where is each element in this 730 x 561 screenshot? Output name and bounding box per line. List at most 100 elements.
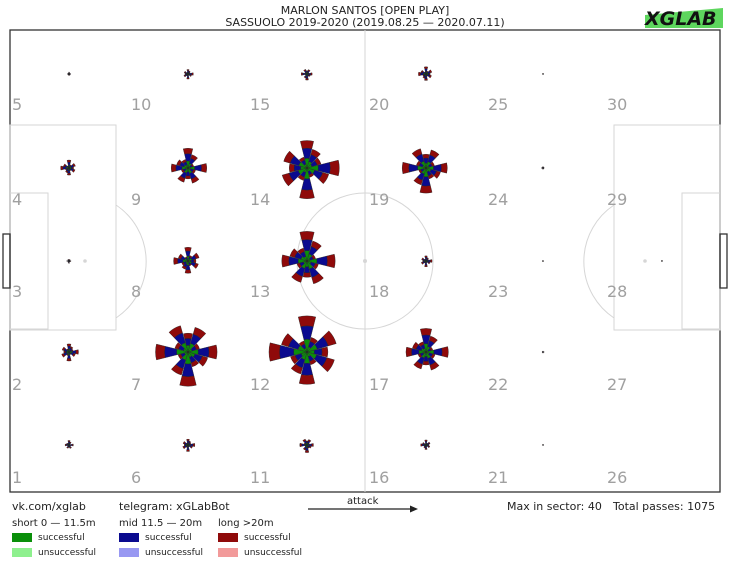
short-pass-wedge <box>187 167 191 171</box>
long-pass-wedge <box>268 342 281 362</box>
sector-number-9: 9 <box>131 190 141 209</box>
pass-rose-sector-17 <box>405 328 449 371</box>
mid-pass-wedge <box>424 262 428 266</box>
pass-rose-sector-2 <box>61 343 79 362</box>
legend-mid-title: mid 11.5 — 20m <box>119 518 203 529</box>
sector-number-1: 1 <box>12 468 22 487</box>
pass-rose-sector-9 <box>171 148 207 184</box>
long-pass-wedge <box>171 163 177 173</box>
legend-mid-unsuccessful-label: unsuccessful <box>145 548 203 558</box>
total-passes: Total passes: 1075 <box>613 500 716 513</box>
pass-rose-sector-4 <box>60 159 76 176</box>
short-pass-wedge <box>425 73 429 76</box>
long-pass-wedge <box>420 328 432 336</box>
short-pass-wedge <box>187 73 190 76</box>
sector-number-23: 23 <box>488 282 508 301</box>
short-pass-wedge <box>425 167 432 172</box>
sector-number-20: 20 <box>369 95 389 114</box>
long-pass-wedge <box>155 343 166 361</box>
sector-numbers: 1234567891011121314151617181920212223242… <box>12 95 627 487</box>
sector-number-17: 17 <box>369 375 389 394</box>
long-pass-wedge <box>183 332 193 340</box>
right-penalty-spot <box>643 259 647 263</box>
sector-number-18: 18 <box>369 282 389 301</box>
sector-number-8: 8 <box>131 282 141 301</box>
pass-rose-sector-10 <box>183 69 194 80</box>
pass-rose-sector-11 <box>299 438 314 453</box>
sector-number-12: 12 <box>250 375 270 394</box>
long-pass-wedge <box>321 346 329 358</box>
pass-rose-sector-20 <box>418 66 433 81</box>
chart-title: MARLON SANTOS [OPEN PLAY] <box>280 4 450 17</box>
pass-rose-sector-22 <box>541 350 545 354</box>
long-pass-wedge <box>405 346 413 358</box>
logo-green-stripe <box>645 8 723 28</box>
long-pass-wedge <box>298 374 316 385</box>
right-six-yard-box <box>681 192 721 330</box>
sector-number-11: 11 <box>250 468 270 487</box>
pass-rose-sector-28 <box>661 260 663 262</box>
sector-number-25: 25 <box>488 95 508 114</box>
mid-pass-wedge <box>302 72 306 76</box>
pass-rose-sector-21 <box>542 444 544 446</box>
long-pass-wedge <box>441 346 449 358</box>
left-goal <box>2 233 11 289</box>
legend-short-unsuccessful-label: unsuccessful <box>38 548 96 558</box>
long-pass-wedge <box>182 148 194 155</box>
sector-number-30: 30 <box>607 95 627 114</box>
logo-text: XGLAB <box>644 8 717 30</box>
long-pass-wedge <box>440 162 448 174</box>
legend-mid-successful-swatch <box>119 533 139 542</box>
sector-number-4: 4 <box>12 190 22 209</box>
long-pass-wedge <box>66 358 72 362</box>
pass-rose-sector-8 <box>173 247 200 274</box>
pass-rose-sector-16 <box>420 439 431 450</box>
right-goal <box>719 233 728 289</box>
legend-long-unsuccessful-swatch <box>218 548 238 557</box>
long-pass-wedge <box>326 253 336 269</box>
center-spot <box>363 259 367 263</box>
long-pass-wedge <box>75 349 79 355</box>
long-pass-wedge <box>299 189 315 199</box>
legend-mid-successful-label: successful <box>145 533 192 543</box>
long-pass-wedge <box>179 375 197 387</box>
xglab-logo: XGLAB <box>641 3 725 30</box>
short-pass-wedge <box>425 351 430 355</box>
pitch-lines <box>2 29 728 493</box>
left-penalty-box <box>9 124 117 331</box>
attack-label: attack <box>347 496 379 507</box>
sector-number-28: 28 <box>607 282 627 301</box>
pass-rose-sector-24 <box>541 166 545 170</box>
short-pass-wedge <box>425 260 428 263</box>
legend-short-unsuccessful-swatch <box>12 548 32 557</box>
long-pass-wedge <box>281 254 290 268</box>
right-penalty-arc <box>583 204 615 319</box>
long-pass-wedge <box>298 315 316 328</box>
pass-rose-sector-14 <box>281 140 340 199</box>
sector-number-3: 3 <box>12 282 22 301</box>
sector-number-15: 15 <box>250 95 270 114</box>
long-pass-wedge <box>200 163 207 173</box>
long-pass-wedge <box>401 161 410 175</box>
sector-number-13: 13 <box>250 282 270 301</box>
pass-rose-sector-1 <box>64 440 74 449</box>
long-pass-wedge <box>184 247 192 252</box>
sector-number-22: 22 <box>488 375 508 394</box>
sector-number-6: 6 <box>131 468 141 487</box>
sector-number-19: 19 <box>369 190 389 209</box>
long-pass-wedge <box>208 344 218 360</box>
attack-arrow <box>308 505 418 513</box>
short-pass-wedge <box>68 351 72 354</box>
long-pass-wedge <box>185 175 191 180</box>
short-pass-wedge <box>306 351 317 360</box>
mid-pass-wedge <box>301 443 305 447</box>
vk-link[interactable]: vk.com/xglab <box>12 500 86 513</box>
telegram-link[interactable]: telegram: xGLabBot <box>119 500 230 513</box>
legend-short-successful-swatch <box>12 533 32 542</box>
legend-short-title: short 0 — 11.5m <box>12 518 96 529</box>
pass-rose-sector-18 <box>421 255 433 267</box>
pass-rose-sector-13 <box>281 231 336 285</box>
pass-rose-sector-5 <box>67 71 72 76</box>
sector-number-26: 26 <box>607 468 627 487</box>
